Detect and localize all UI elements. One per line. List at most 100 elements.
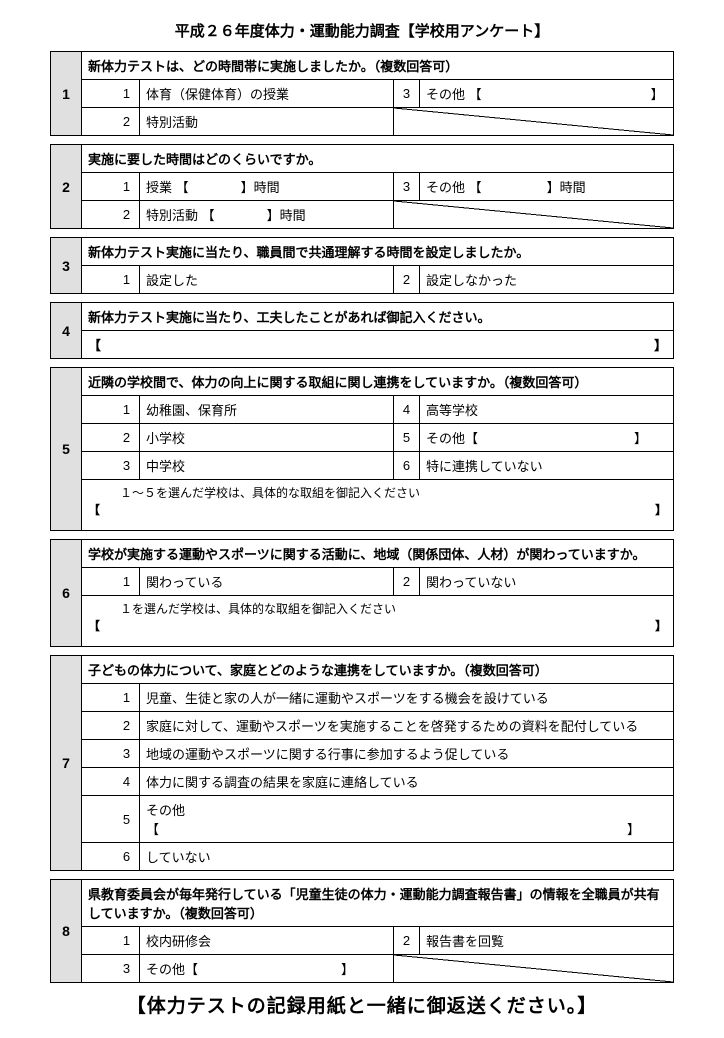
- row-indent: [82, 955, 114, 982]
- option-row: 1校内研修会2報告書を回覧: [82, 927, 674, 955]
- row-indent: [82, 843, 114, 870]
- row-indent: [82, 266, 114, 293]
- option-left[interactable]: 3その他【 】: [114, 955, 394, 982]
- diagonal-blank: [394, 108, 673, 135]
- diagonal-blank: [394, 955, 673, 982]
- option-text: 体育（保健体育）の授業: [140, 80, 393, 107]
- option-left[interactable]: 1設定した: [114, 266, 394, 293]
- option-right[interactable]: 2設定しなかった: [394, 266, 673, 293]
- option-text: 特別活動: [140, 108, 393, 135]
- option-text: 設定した: [140, 266, 393, 293]
- option-number: 2: [394, 927, 420, 954]
- row-indent: [82, 740, 114, 767]
- option-row: 2家庭に対して、運動やスポーツを実施することを啓発するための資料を配付している: [82, 712, 674, 740]
- option-left[interactable]: 1幼稚園、保育所: [114, 396, 394, 423]
- option-left[interactable]: 2家庭に対して、運動やスポーツを実施することを啓発するための資料を配付している: [114, 712, 673, 739]
- diagonal-blank: [394, 201, 673, 228]
- option-text: 特に連携していない: [420, 452, 673, 479]
- option-right[interactable]: 5その他【 】: [394, 424, 673, 451]
- option-left[interactable]: 2小学校: [114, 424, 394, 451]
- option-left[interactable]: 1関わっている: [114, 568, 394, 595]
- question-number: 3: [50, 237, 82, 294]
- option-right[interactable]: 2報告書を回覧: [394, 927, 673, 954]
- option-text: 児童、生徒と家の人が一緒に運動やスポーツをする機会を設けている: [140, 684, 673, 711]
- input-bracket-row[interactable]: 【】: [82, 331, 674, 359]
- option-number: 1: [114, 80, 140, 107]
- option-row: 6していない: [82, 843, 674, 871]
- question-header-row: 近隣の学校間で、体力の向上に関する取組に関し連携をしていますか。（複数回答可）: [82, 368, 674, 396]
- option-text: 校内研修会: [140, 927, 393, 954]
- question-body: 学校が実施する運動やスポーツに関する活動に、地域（関係団体、人材）が関わっていま…: [82, 539, 674, 647]
- option-text: 中学校: [140, 452, 393, 479]
- question-body: 新体力テストは、どの時間帯に実施しましたか。（複数回答可）1体育（保健体育）の授…: [82, 51, 674, 136]
- option-text: 設定しなかった: [420, 266, 673, 293]
- option-row: 2小学校5その他【 】: [82, 424, 674, 452]
- option-text: その他【 】: [420, 424, 673, 451]
- option-text: 授業 【 】時間: [140, 173, 393, 200]
- option-text: していない: [140, 843, 673, 870]
- row-indent: [82, 108, 114, 135]
- question-body: 県教育委員会が毎年発行している「児童生徒の体力・運動能力調査報告書」の情報を全職…: [82, 879, 674, 983]
- option-left[interactable]: 3中学校: [114, 452, 394, 479]
- option-row: 3中学校6特に連携していない: [82, 452, 674, 480]
- note-row[interactable]: １～５を選んだ学校は、具体的な取組を御記入ください【】: [82, 480, 674, 531]
- option-left[interactable]: 5その他【 】: [114, 796, 673, 842]
- option-text: 関わっている: [140, 568, 393, 595]
- row-indent: [82, 80, 114, 107]
- option-left[interactable]: 2特別活動 【 】時間: [114, 201, 394, 228]
- note-row[interactable]: １を選んだ学校は、具体的な取組を御記入ください【】: [82, 596, 674, 647]
- option-right[interactable]: 3その他 【 】時間: [394, 173, 673, 200]
- option-text: 体力に関する調査の結果を家庭に連絡している: [140, 768, 673, 795]
- option-right[interactable]: 6特に連携していない: [394, 452, 673, 479]
- option-right[interactable]: 3その他 【 】: [394, 80, 673, 107]
- option-right: [394, 955, 673, 982]
- question-number: 1: [50, 51, 82, 136]
- option-right: [394, 108, 673, 135]
- question-header: 学校が実施する運動やスポーツに関する活動に、地域（関係団体、人材）が関わっていま…: [82, 540, 673, 567]
- option-number: 2: [114, 201, 140, 228]
- option-left[interactable]: 4体力に関する調査の結果を家庭に連絡している: [114, 768, 673, 795]
- question-header-row: 新体力テスト実施に当たり、職員間で共通理解する時間を設定しましたか。: [82, 238, 674, 266]
- row-indent: [82, 452, 114, 479]
- option-number: 1: [114, 173, 140, 200]
- question-header: 近隣の学校間で、体力の向上に関する取組に関し連携をしていますか。（複数回答可）: [82, 368, 673, 395]
- option-number: 1: [114, 684, 140, 711]
- question-number: 6: [50, 539, 82, 647]
- option-number: 1: [114, 927, 140, 954]
- question-header-row: 実施に要した時間はどのくらいですか。: [82, 145, 674, 173]
- question-section: 2実施に要した時間はどのくらいですか。1授業 【 】時間3その他 【 】時間2特…: [50, 144, 674, 229]
- question-section: 4新体力テスト実施に当たり、工夫したことがあれば御記入ください。【】: [50, 302, 674, 359]
- question-section: 3新体力テスト実施に当たり、職員間で共通理解する時間を設定しましたか。1設定した…: [50, 237, 674, 294]
- question-number: 8: [50, 879, 82, 983]
- option-left[interactable]: 1授業 【 】時間: [114, 173, 394, 200]
- option-left[interactable]: 1体育（保健体育）の授業: [114, 80, 394, 107]
- question-number: 5: [50, 367, 82, 531]
- question-body: 子どもの体力について、家庭とどのような連携をしていますか。（複数回答可）1児童、…: [82, 655, 674, 871]
- option-number: 3: [114, 452, 140, 479]
- option-right[interactable]: 4高等学校: [394, 396, 673, 423]
- row-indent: [82, 424, 114, 451]
- question-section: 1新体力テストは、どの時間帯に実施しましたか。（複数回答可）1体育（保健体育）の…: [50, 51, 674, 136]
- option-number: 4: [394, 396, 420, 423]
- question-header-row: 子どもの体力について、家庭とどのような連携をしていますか。（複数回答可）: [82, 656, 674, 684]
- option-row: 1体育（保健体育）の授業3その他 【 】: [82, 80, 674, 108]
- option-text: 幼稚園、保育所: [140, 396, 393, 423]
- option-left[interactable]: 6していない: [114, 843, 673, 870]
- option-row: 4体力に関する調査の結果を家庭に連絡している: [82, 768, 674, 796]
- option-number: 3: [394, 80, 420, 107]
- option-number: 3: [114, 740, 140, 767]
- question-header: 新体力テストは、どの時間帯に実施しましたか。（複数回答可）: [82, 52, 673, 79]
- question-section: 7子どもの体力について、家庭とどのような連携をしていますか。（複数回答可）1児童…: [50, 655, 674, 871]
- option-left[interactable]: 3地域の運動やスポーツに関する行事に参加するよう促している: [114, 740, 673, 767]
- question-number: 4: [50, 302, 82, 359]
- option-left[interactable]: 2特別活動: [114, 108, 394, 135]
- question-section: 8県教育委員会が毎年発行している「児童生徒の体力・運動能力調査報告書」の情報を全…: [50, 879, 674, 983]
- question-header: 子どもの体力について、家庭とどのような連携をしていますか。（複数回答可）: [82, 656, 673, 683]
- option-left[interactable]: 1児童、生徒と家の人が一緒に運動やスポーツをする機会を設けている: [114, 684, 673, 711]
- question-body: 実施に要した時間はどのくらいですか。1授業 【 】時間3その他 【 】時間2特別…: [82, 144, 674, 229]
- option-left[interactable]: 1校内研修会: [114, 927, 394, 954]
- option-right[interactable]: 2関わっていない: [394, 568, 673, 595]
- question-header: 新体力テスト実施に当たり、工夫したことがあれば御記入ください。: [82, 303, 673, 330]
- question-header-row: 学校が実施する運動やスポーツに関する活動に、地域（関係団体、人材）が関わっていま…: [82, 540, 674, 568]
- row-indent: [82, 173, 114, 200]
